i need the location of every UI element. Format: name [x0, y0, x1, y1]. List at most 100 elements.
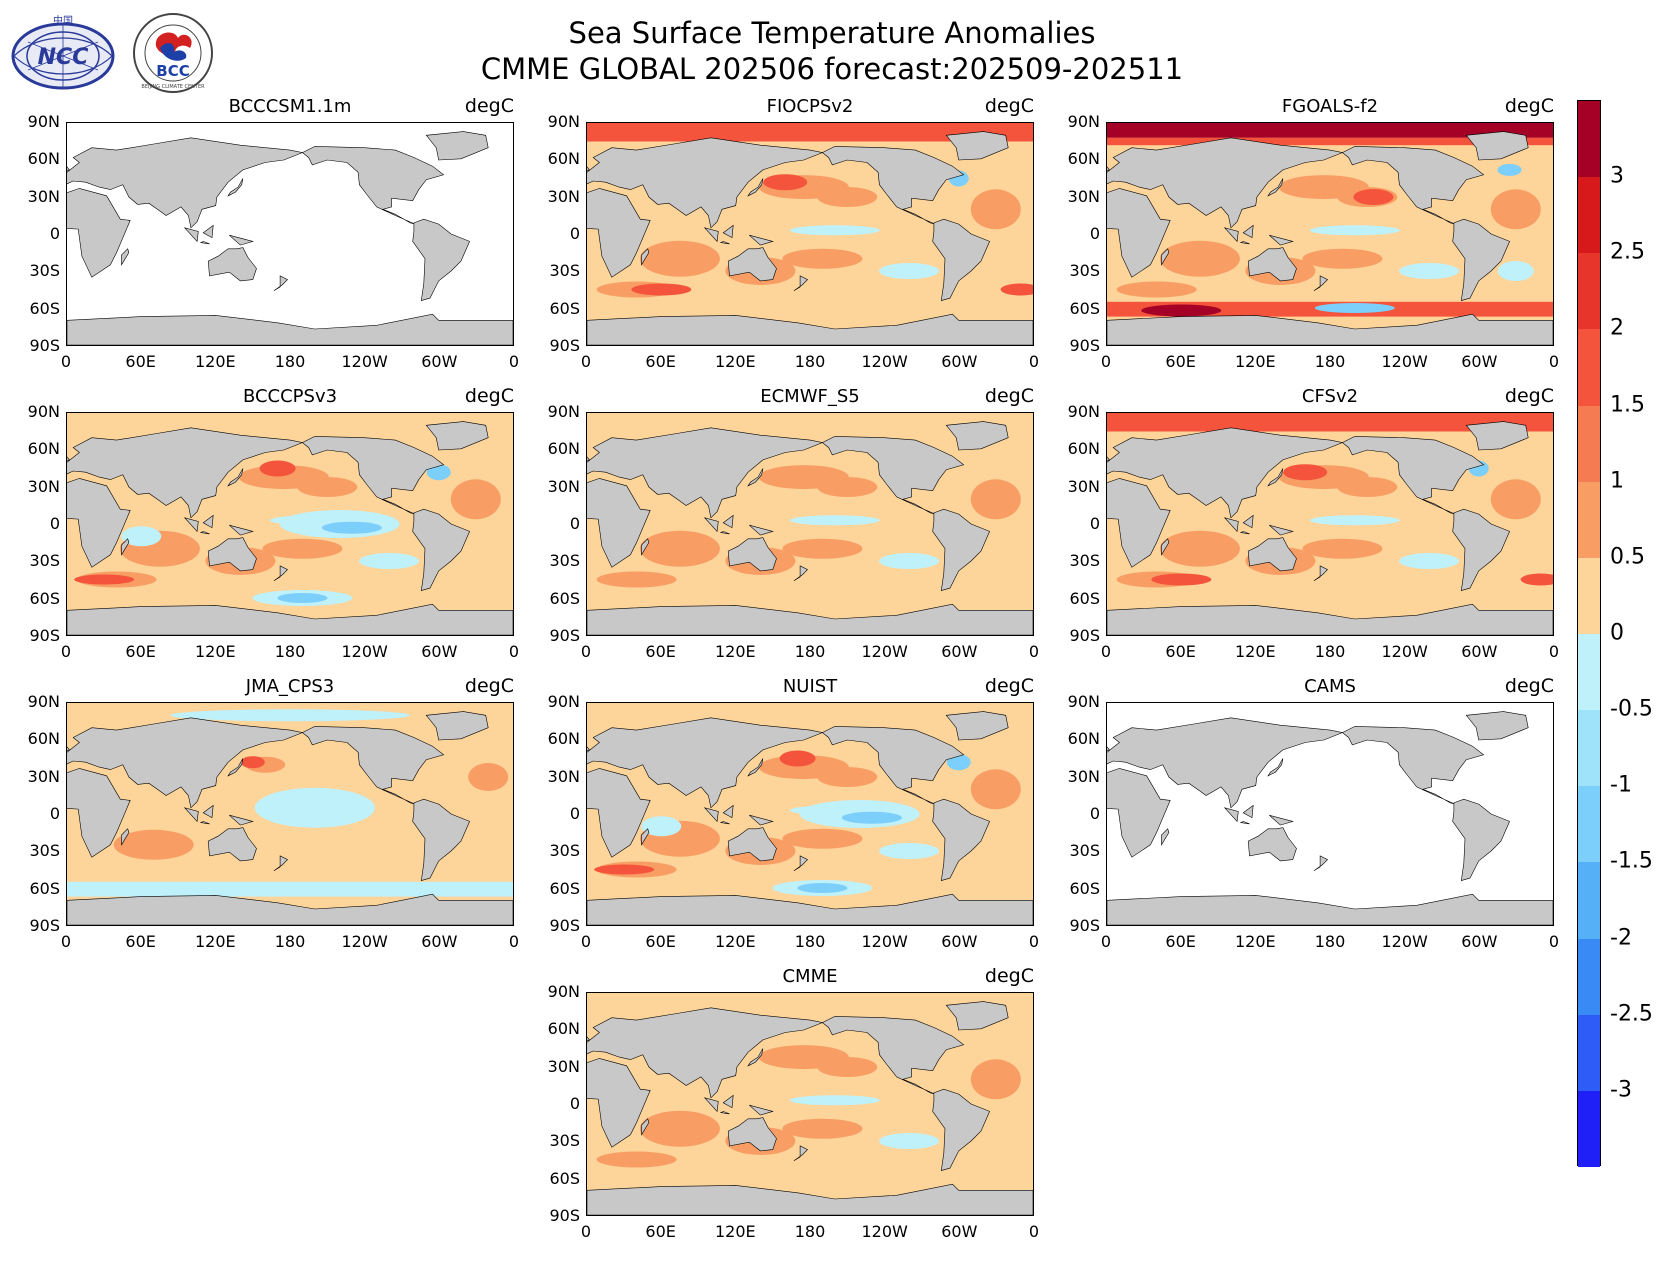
lon-tick-label: 0 — [580, 1222, 592, 1241]
colorbar-segment — [1578, 786, 1600, 863]
panel-unit: degC — [464, 385, 514, 407]
lon-tick-label: 0 — [1028, 642, 1040, 661]
lon-tick-label: 60E — [645, 642, 676, 661]
lon-tick-label: 0 — [1548, 642, 1560, 661]
panel-header: FIOCPSv2 degC — [586, 95, 1034, 118]
lon-tick-label: 120E — [715, 642, 756, 661]
lon-tick-label: 60W — [421, 352, 458, 371]
lat-tick-label: 30N — [27, 186, 60, 206]
lon-tick-label: 60W — [941, 1222, 978, 1241]
lon-tick-label: 0 — [508, 642, 520, 661]
panel-model-name: BCCCPSv3 — [242, 386, 338, 407]
lat-tick-label: 0 — [1089, 514, 1100, 533]
sst-anomaly-map — [66, 122, 514, 346]
figure-subtitle: CMME GLOBAL 202506 forecast:202509-20251… — [480, 52, 1184, 86]
lat-tick-label: 90N — [1067, 692, 1100, 711]
ncc-logo-text: NCC — [38, 45, 89, 70]
lat-tick-label: 60N — [27, 439, 60, 459]
lon-tick-label: 60W — [941, 352, 978, 371]
lat-tick-label: 60N — [547, 439, 580, 459]
lon-tick-label: 60E — [1165, 642, 1196, 661]
colorbar-segment — [1578, 1090, 1600, 1167]
lon-tick-label: 120E — [715, 1222, 756, 1241]
lat-tick-label: 30N — [547, 1056, 580, 1076]
lon-tick-label: 120E — [715, 352, 756, 371]
lon-tick-label: 0 — [1028, 1222, 1040, 1241]
lat-tick-label: 90S — [549, 626, 580, 645]
panel-model-name: CFSv2 — [1301, 386, 1359, 407]
lon-tick-label: 0 — [1548, 352, 1560, 371]
lat-tick-label: 60N — [547, 149, 580, 169]
lat-tick-label: 30S — [549, 841, 580, 861]
lon-tick-label: 120W — [861, 1222, 908, 1241]
panel-header: BCCCPSv3 degC — [66, 385, 514, 408]
panel-model-name: FIOCPSv2 — [766, 96, 854, 117]
lat-tick-label: 0 — [569, 804, 580, 823]
sst-anomaly-map — [586, 992, 1034, 1216]
lat-tick-label: 90N — [27, 692, 60, 711]
map-panel: CFSv2 degC 90N 60N 30N 0 30S 60S 90S 0 60E 120E 180… — [1040, 385, 1560, 686]
lat-tick-label: 30N — [1067, 186, 1100, 206]
lat-tick-label: 90S — [29, 626, 60, 645]
lon-tick-label: 120W — [341, 642, 388, 661]
colorbar-label: 2.5 — [1610, 239, 1645, 265]
lon-tick-label: 0 — [1028, 932, 1040, 951]
lat-tick-label: 60S — [549, 588, 580, 608]
lon-tick-label: 0 — [60, 642, 72, 661]
lon-tick-label: 180 — [1314, 352, 1346, 371]
panel-unit: degC — [984, 385, 1034, 407]
ncc-logo: NCC 中国 — [8, 12, 118, 92]
lat-tick-label: 30S — [1069, 551, 1100, 571]
bcc-logo-ring-text: BEIJING CLIMATE CENTER — [141, 84, 205, 90]
lon-tick-label: 60E — [125, 642, 156, 661]
lat-tick-label: 30S — [549, 261, 580, 281]
lat-tick-label: 30N — [547, 476, 580, 496]
lon-tick-label: 120W — [341, 932, 388, 951]
lat-tick-label: 30S — [29, 841, 60, 861]
lat-tick-label: 60S — [29, 588, 60, 608]
lon-tick-label: 0 — [1100, 932, 1112, 951]
panel-header: FGOALS-f2 degC — [1106, 95, 1554, 118]
lon-tick-label: 0 — [1100, 642, 1112, 661]
lon-tick-label: 60E — [1165, 932, 1196, 951]
lon-tick-label: 120W — [1381, 642, 1428, 661]
panel-model-name: CMME — [782, 966, 838, 987]
lon-tick-label: 60W — [1461, 352, 1498, 371]
lat-tick-label: 90S — [1069, 336, 1100, 355]
lon-tick-label: 0 — [580, 642, 592, 661]
lon-tick-label: 180 — [794, 352, 826, 371]
lat-tick-label: 30N — [27, 476, 60, 496]
lat-tick-label: 30S — [1069, 261, 1100, 281]
lon-tick-label: 120W — [1381, 352, 1428, 371]
lat-tick-label: 30S — [549, 551, 580, 571]
lat-tick-label: 90N — [27, 402, 60, 421]
lat-tick-label: 0 — [569, 514, 580, 533]
lat-tick-label: 90S — [549, 1206, 580, 1225]
lat-tick-label: 0 — [569, 1094, 580, 1113]
lon-tick-label: 0 — [60, 932, 72, 951]
colorbar-label: 0.5 — [1610, 544, 1645, 570]
lon-tick-label: 60E — [645, 352, 676, 371]
lon-tick-label: 120E — [195, 932, 236, 951]
lat-tick-label: 60N — [1067, 439, 1100, 459]
lon-tick-label: 60W — [1461, 932, 1498, 951]
lon-tick-label: 0 — [580, 352, 592, 371]
lon-tick-label: 180 — [794, 932, 826, 951]
lat-tick-label: 30N — [27, 766, 60, 786]
panel-header: CMME degC — [586, 965, 1034, 988]
lon-tick-label: 180 — [1314, 932, 1346, 951]
sst-anomaly-map — [66, 412, 514, 636]
lon-tick-label: 120E — [195, 642, 236, 661]
lon-tick-label: 0 — [508, 932, 520, 951]
colorbar-label: -0.5 — [1610, 696, 1653, 722]
lon-tick-label: 0 — [1028, 352, 1040, 371]
map-panel: JMA_CPS3 degC 90N 60N 30N 0 30S 60S 90S 0 60E 120E… — [0, 675, 520, 976]
map-panel: ECMWF_S5 degC 90N 60N 30N 0 30S 60S 90S 0 60E 120E… — [520, 385, 1040, 686]
panel-model-name: ECMWF_S5 — [760, 386, 860, 407]
lat-tick-label: 60N — [1067, 149, 1100, 169]
lat-tick-label: 30S — [29, 551, 60, 571]
lat-tick-label: 60S — [549, 298, 580, 318]
colorbar-segment — [1578, 710, 1600, 787]
figure-title: Sea Surface Temperature Anomalies — [568, 16, 1096, 50]
lon-tick-label: 60W — [1461, 642, 1498, 661]
